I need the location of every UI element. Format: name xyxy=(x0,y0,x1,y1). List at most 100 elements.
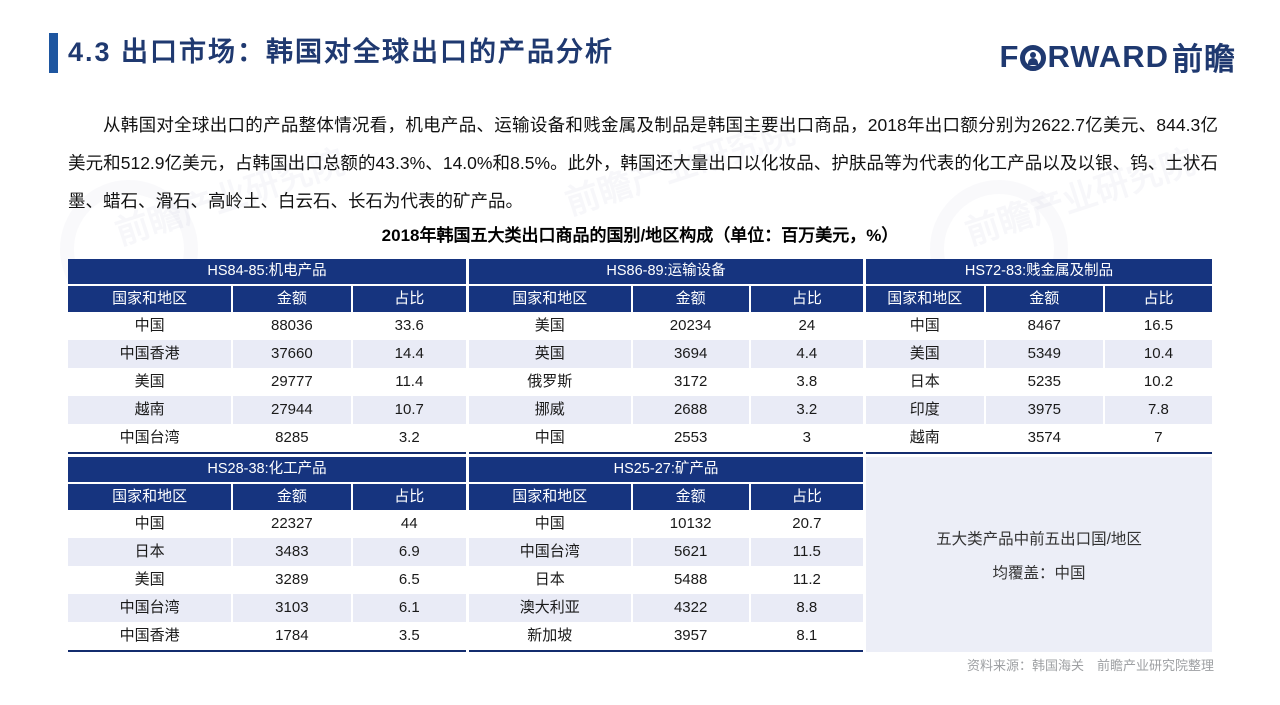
logo-o-icon xyxy=(1020,44,1047,71)
share-cell: 11.5 xyxy=(748,538,863,566)
column-header: 金额 xyxy=(630,484,749,510)
share-cell: 3.5 xyxy=(350,622,466,650)
amount-cell: 5235 xyxy=(983,368,1103,396)
amount-cell: 20234 xyxy=(630,312,749,340)
column-header: 占比 xyxy=(1102,286,1212,312)
amount-cell: 1784 xyxy=(231,622,351,650)
column-header: 占比 xyxy=(748,286,863,312)
amount-cell: 4322 xyxy=(630,594,749,622)
share-cell: 4.4 xyxy=(748,340,863,368)
share-cell: 10.4 xyxy=(1102,340,1212,368)
table-row: 中国香港 37660 14.4 xyxy=(68,340,466,368)
column-header: 国家和地区 xyxy=(887,290,963,307)
table-row: 越南 3574 7 xyxy=(866,424,1212,452)
table-machinery: HS84-85:机电产品 国家和地区 金额 占比 中国 88036 33.6 中国香港 3766… xyxy=(68,259,466,454)
source-note: 资料来源：韩国海关 前瞻产业研究院整理 xyxy=(966,658,1214,673)
note-line: 均覆盖：中国 xyxy=(992,564,1086,582)
amount-cell: 3289 xyxy=(231,566,351,594)
column-header: 占比 xyxy=(748,484,863,510)
column-header: 占比 xyxy=(350,484,466,510)
share-cell: 6.1 xyxy=(350,594,466,622)
table-row: 美国 29777 11.4 xyxy=(68,368,466,396)
table-row: 印度 3975 7.8 xyxy=(866,396,1212,424)
column-header: 国家和地区 xyxy=(512,290,588,307)
table-column-headers: 国家和地区 金额 占比 xyxy=(469,484,863,510)
country-cell: 中国 xyxy=(68,312,232,340)
country-cell: 越南 xyxy=(866,424,984,452)
amount-cell: 2688 xyxy=(630,396,749,424)
amount-cell: 88036 xyxy=(231,312,351,340)
country-cell: 澳大利亚 xyxy=(469,594,631,622)
table-row: 日本 5235 10.2 xyxy=(866,368,1212,396)
table-column-headers: 国家和地区 金额 占比 xyxy=(68,484,466,510)
table-row: 中国香港 1784 3.5 xyxy=(68,622,466,650)
share-cell: 20.7 xyxy=(748,510,863,538)
amount-cell: 8467 xyxy=(983,312,1103,340)
country-cell: 美国 xyxy=(68,368,232,396)
table-row: 美国 3289 6.5 xyxy=(68,566,466,594)
table-row: 中国 2553 3 xyxy=(469,424,863,452)
share-cell: 33.6 xyxy=(350,312,466,340)
table-row: 中国 88036 33.6 xyxy=(68,312,466,340)
share-cell: 3.8 xyxy=(748,368,863,396)
forward-logo: F RWARD 前瞻 xyxy=(1000,34,1236,79)
share-cell: 8.8 xyxy=(748,594,863,622)
column-header: 占比 xyxy=(350,286,466,312)
country-cell: 中国台湾 xyxy=(68,594,232,622)
page-title: 4.3 出口市场：韩国对全球出口的产品分析 xyxy=(68,37,615,67)
column-header: 金额 xyxy=(231,286,350,312)
table-row: 新加坡 3957 8.1 xyxy=(469,622,863,650)
column-header: 国家和地区 xyxy=(512,488,588,505)
amount-cell: 3103 xyxy=(231,594,351,622)
amount-cell: 27944 xyxy=(231,396,351,424)
share-cell: 7 xyxy=(1102,424,1212,452)
share-cell: 7.8 xyxy=(1102,396,1212,424)
country-cell: 英国 xyxy=(469,340,631,368)
share-cell: 8.1 xyxy=(748,622,863,650)
country-cell: 越南 xyxy=(68,396,232,424)
share-cell: 6.5 xyxy=(350,566,466,594)
table-chemicals: HS28-38:化工产品 国家和地区 金额 占比 中国 22327 44 日本 3483 6.9 美… xyxy=(68,457,466,652)
amount-cell: 3483 xyxy=(231,538,351,566)
table-row: 澳大利亚 4322 8.8 xyxy=(469,594,863,622)
amount-cell: 10132 xyxy=(630,510,749,538)
column-header: 国家和地区 xyxy=(112,290,188,307)
country-cell: 日本 xyxy=(866,368,984,396)
amount-cell: 3975 xyxy=(983,396,1103,424)
table-transport: HS86-89:运输设备 国家和地区 金额 占比 美国 20234 24 英国 3694 4.4 俄… xyxy=(469,259,863,454)
table-row: 中国台湾 3103 6.1 xyxy=(68,594,466,622)
amount-cell: 3957 xyxy=(630,622,749,650)
amount-cell: 5488 xyxy=(630,566,749,594)
table-title: 2018年韩国五大类出口商品的国别/地区构成（单位：百万美元，%） xyxy=(381,226,899,245)
share-cell: 3.2 xyxy=(748,396,863,424)
country-cell: 挪威 xyxy=(469,396,631,424)
country-cell: 印度 xyxy=(866,396,984,424)
intro-paragraph: 从韩国对全球出口的产品整体情况看，机电产品、运输设备和贱金属及制品是韩国主要出口… xyxy=(68,115,1218,211)
table-group-header: HS28-38:化工产品 xyxy=(68,457,466,484)
country-cell: 中国台湾 xyxy=(68,424,232,452)
table-row: 日本 5488 11.2 xyxy=(469,566,863,594)
country-cell: 中国 xyxy=(469,424,631,452)
table-row: 中国台湾 5621 11.5 xyxy=(469,538,863,566)
country-cell: 俄罗斯 xyxy=(469,368,631,396)
share-cell: 11.2 xyxy=(748,566,863,594)
table-minerals: HS25-27:矿产品 国家和地区 金额 占比 中国 10132 20.7 中国台湾 5621 1… xyxy=(469,457,863,652)
table-column-headers: 国家和地区 金额 占比 xyxy=(68,286,466,312)
table-row: 英国 3694 4.4 xyxy=(469,340,863,368)
country-cell: 中国 xyxy=(68,510,232,538)
table-row: 挪威 2688 3.2 xyxy=(469,396,863,424)
logo-text-cn: 前瞻 xyxy=(1172,42,1236,77)
country-cell: 美国 xyxy=(469,312,631,340)
amount-cell: 37660 xyxy=(231,340,351,368)
table-base-metals: HS72-83:贱金属及制品 国家和地区 金额 占比 中国 8467 16.5 美国 5349 1… xyxy=(866,259,1212,454)
share-cell: 16.5 xyxy=(1102,312,1212,340)
column-header: 金额 xyxy=(630,286,749,312)
share-cell: 11.4 xyxy=(350,368,466,396)
share-cell: 3.2 xyxy=(350,424,466,452)
note-panel: 五大类产品中前五出口国/地区 均覆盖：中国 xyxy=(866,457,1212,652)
table-column-headers: 国家和地区 金额 占比 xyxy=(866,286,1212,312)
country-cell: 中国香港 xyxy=(68,340,232,368)
column-header: 国家和地区 xyxy=(112,488,188,505)
amount-cell: 8285 xyxy=(231,424,351,452)
